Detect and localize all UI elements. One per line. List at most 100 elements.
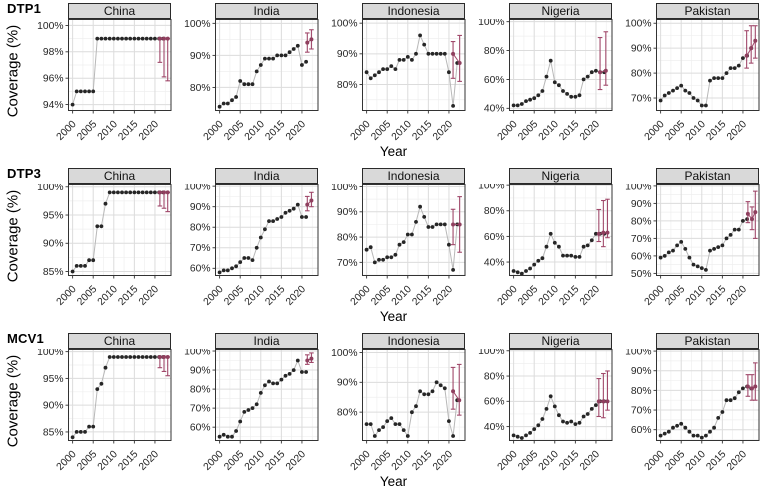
svg-text:2020: 2020: [578, 449, 602, 473]
svg-text:95%: 95%: [43, 210, 64, 221]
panels-row-dtp3: China 85% 90% 95% 100% 2000 2005 2010 2015 2020 In…: [26, 168, 761, 311]
svg-text:2015: 2015: [410, 284, 434, 308]
svg-text:100%: 100%: [184, 19, 210, 30]
svg-text:2005: 2005: [75, 119, 99, 143]
panel-dtp1-nigeria: Nigeria 40% 60% 80% 100% 2000 2005 2010 2015 2020: [467, 3, 614, 146]
svg-text:2015: 2015: [557, 119, 581, 143]
gridlines: [509, 19, 612, 111]
svg-text:80%: 80%: [337, 408, 358, 419]
gridlines: [362, 19, 465, 111]
panel-dtp1-india: India 80% 90% 100% 2000 2005 2010 2015 2020: [173, 3, 320, 146]
y-axis-labels: 60% 70% 80% 90% 100%: [184, 349, 216, 434]
svg-text:90%: 90%: [190, 202, 211, 213]
svg-text:2000: 2000: [202, 119, 226, 143]
row-title-mcv1: MCV1: [7, 331, 44, 346]
svg-text:2000: 2000: [55, 449, 79, 473]
svg-text:60%: 60%: [484, 75, 505, 86]
facet-strip-label: Indonesia: [362, 333, 465, 349]
svg-text:2005: 2005: [75, 284, 99, 308]
facet-strip-label: India: [215, 168, 318, 184]
gridlines: [362, 184, 465, 276]
svg-text:2005: 2005: [75, 449, 99, 473]
svg-text:2020: 2020: [431, 449, 455, 473]
svg-text:2005: 2005: [516, 284, 540, 308]
panel-dtp3-pakistan: Pakistan 50% 60% 70% 80% 90% 100% 2000 2005 2010 2…: [614, 168, 761, 311]
svg-text:2020: 2020: [137, 119, 161, 143]
svg-text:2015: 2015: [263, 284, 287, 308]
svg-text:100%: 100%: [37, 21, 63, 32]
y-axis-labels: 85% 90% 95% 100%: [37, 184, 69, 278]
svg-text:100%: 100%: [478, 349, 504, 357]
svg-text:2020: 2020: [578, 119, 602, 143]
svg-text:85%: 85%: [43, 427, 64, 438]
svg-text:85%: 85%: [43, 267, 64, 278]
svg-text:2005: 2005: [369, 119, 393, 143]
coverage-series: [70, 190, 166, 274]
svg-text:2010: 2010: [684, 449, 708, 473]
svg-text:50%: 50%: [631, 269, 652, 280]
svg-text:2010: 2010: [537, 284, 561, 308]
svg-text:2005: 2005: [663, 119, 687, 143]
y-axis-labels: 80% 90% 100%: [184, 19, 216, 94]
y-axis-labels: 60% 70% 80% 90% 100%: [184, 184, 216, 275]
facet-strip-label: Nigeria: [509, 333, 612, 349]
y-axis-labels: 60% 70% 80% 90% 100%: [625, 349, 657, 436]
svg-text:2005: 2005: [369, 284, 393, 308]
svg-text:2015: 2015: [410, 449, 434, 473]
svg-text:2000: 2000: [349, 119, 373, 143]
svg-text:90%: 90%: [337, 207, 358, 218]
gridlines: [68, 184, 171, 276]
svg-text:2010: 2010: [390, 449, 414, 473]
svg-text:2015: 2015: [557, 449, 581, 473]
coverage-series: [511, 58, 607, 108]
svg-text:2020: 2020: [725, 284, 749, 308]
y-axis-title-column: Coverage (%): [0, 168, 26, 311]
survey-estimates: [596, 370, 610, 419]
svg-text:40%: 40%: [484, 104, 505, 115]
gridlines: [509, 184, 612, 276]
svg-text:2000: 2000: [643, 449, 667, 473]
panel-dtp1-china: China 94% 96% 98% 100% 2000 2005 2010 2015 2020: [26, 3, 173, 146]
coverage-series: [217, 358, 308, 439]
y-axis-labels: 70% 80% 90% 100%: [625, 19, 657, 104]
svg-text:2020: 2020: [284, 119, 308, 143]
gridlines: [362, 349, 465, 441]
facet-strip-label: India: [215, 3, 318, 19]
svg-text:100%: 100%: [478, 19, 504, 28]
svg-text:2010: 2010: [96, 449, 120, 473]
svg-text:2020: 2020: [725, 119, 749, 143]
svg-text:2020: 2020: [431, 119, 455, 143]
svg-text:40%: 40%: [484, 257, 505, 268]
svg-text:2010: 2010: [243, 119, 267, 143]
coverage-series: [658, 46, 754, 108]
coverage-series: [364, 204, 460, 272]
y-axis-labels: 40% 60% 80% 100%: [478, 184, 510, 268]
survey-estimates: [304, 29, 314, 53]
svg-text:2020: 2020: [137, 449, 161, 473]
svg-text:80%: 80%: [484, 371, 505, 382]
svg-text:2015: 2015: [116, 449, 140, 473]
coverage-series: [364, 380, 460, 438]
svg-text:2010: 2010: [96, 284, 120, 308]
panel-dtp3-china: China 85% 90% 95% 100% 2000 2005 2010 2015 2020: [26, 168, 173, 311]
gridlines: [656, 184, 759, 276]
y-axis-labels: 85% 90% 95% 100%: [37, 349, 69, 438]
panel-dtp1-pakistan: Pakistan 70% 80% 90% 100% 2000 2005 2010 2015 202…: [614, 3, 761, 146]
svg-text:40%: 40%: [484, 422, 505, 433]
